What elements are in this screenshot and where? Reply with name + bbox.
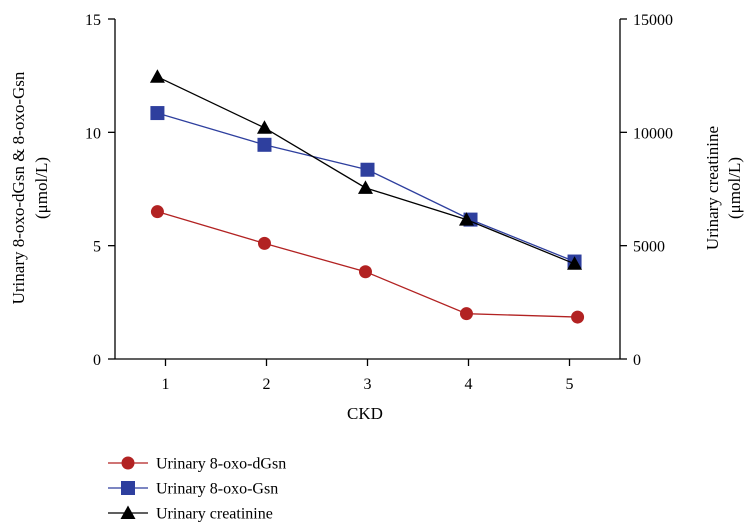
legend-item: Urinary creatinine [108,505,273,523]
series-1 [150,205,585,324]
data-point [459,307,473,321]
data-point [458,212,474,226]
data-point [257,236,271,250]
x-tick-label: 2 [263,376,271,393]
y-left-tick-label: 10 [85,125,101,142]
axis-titles: CKD Urinary 8-oxo-dGsn & 8-oxo-Gsn (μmol… [9,71,744,423]
x-tick-label: 4 [465,376,473,393]
data-point [571,310,585,324]
y-left-tick-label: 15 [85,12,101,29]
data-point [567,256,583,270]
y-right-tick-label: 15000 [633,12,673,29]
data-point [360,162,375,177]
data-point [358,265,372,279]
series-line [157,211,578,318]
data-point [150,106,165,121]
y-left-axis-title-line1: Urinary 8-oxo-dGsn & 8-oxo-Gsn [9,71,28,304]
data-point [257,137,272,152]
data-point [149,69,165,83]
legend-item: Urinary 8-oxo-dGsn [108,456,286,473]
legend-marker [121,481,135,495]
data-point [357,180,373,194]
legend: Urinary 8-oxo-dGsn Urinary 8-oxo-Gsn Urina… [108,456,286,523]
data-point [256,120,272,134]
series-3 [149,69,583,270]
y-right-axis-title-line1: Urinary creatinine [703,126,722,250]
axis-ticks: 1 2 3 4 5 0 5 10 15 0 5000 10000 15000 [85,12,673,393]
y-right-tick-label: 0 [633,352,641,369]
x-tick-label: 5 [566,376,574,393]
legend-marker [120,505,136,519]
x-axis-title: CKD [347,404,383,423]
legend-label: Urinary 8-oxo-dGsn [156,456,286,473]
y-left-tick-label: 0 [93,352,101,369]
y-right-tick-label: 10000 [633,125,673,142]
x-tick-label: 1 [162,376,170,393]
data-point [150,205,164,219]
legend-item: Urinary 8-oxo-Gsn [108,481,278,498]
y-right-axis-title-line2: (μmol/L) [725,157,744,219]
legend-label: Urinary 8-oxo-Gsn [156,481,278,498]
legend-marker [121,456,135,470]
legend-label: Urinary creatinine [156,506,273,523]
series-group [149,69,585,324]
y-left-axis-title-line2: (μmol/L) [32,157,51,219]
y-left-tick-label: 5 [93,239,101,256]
x-tick-label: 3 [364,376,372,393]
y-right-tick-label: 5000 [633,239,665,256]
